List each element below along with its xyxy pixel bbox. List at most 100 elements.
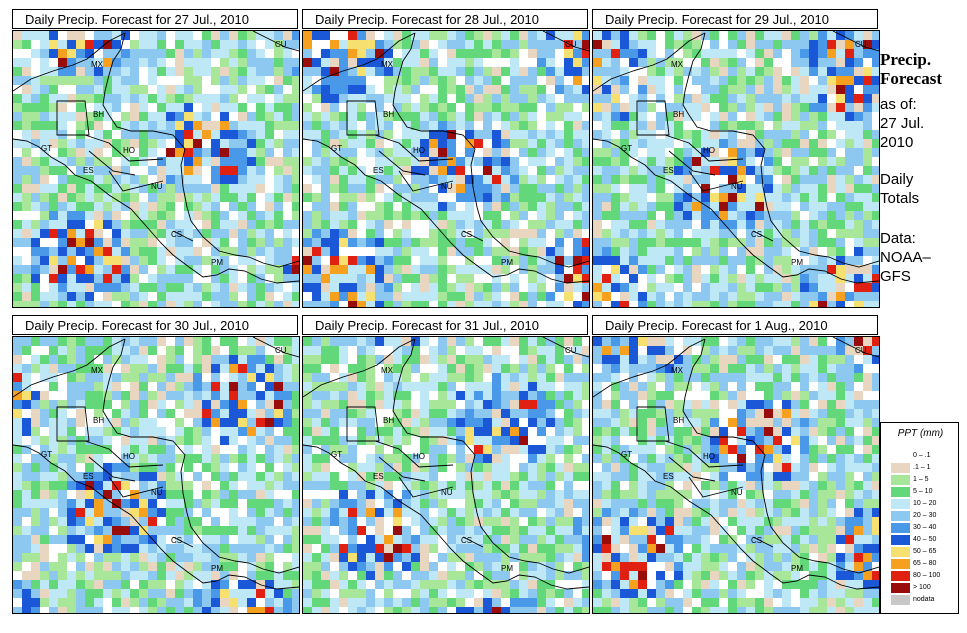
country-label: CU [855,346,867,355]
country-label: HO [123,146,135,155]
legend-swatch [891,487,910,497]
country-label: NU [151,488,163,497]
precip-map-svg: MX CU BH GT HO ES NU CS PM [593,337,879,613]
legend-label: 30 – 40 [913,524,937,531]
legend-swatch [891,583,910,593]
precip-map: MX CU BH GT HO ES NU CS PM [12,336,300,614]
country-label: PM [791,258,803,267]
daily-line: Daily [880,171,914,188]
legend-swatch [891,523,910,533]
country-label: ES [663,166,674,175]
side-title-line: Precip. [880,50,932,69]
country-label: MX [91,366,104,375]
legend-swatch [891,571,910,581]
country-label: MX [671,366,684,375]
legend-label: 20 – 30 [913,512,937,519]
legend-item: 0 – .1 [891,451,957,461]
as-of-line: 27 Jul. [880,115,925,132]
legend-swatch [891,499,910,509]
precip-map-svg: MX CU BH GT HO ES NU CS PM [303,337,589,613]
panel-title: Daily Precip. Forecast for 27 Jul., 2010 [12,9,298,29]
country-label: GT [331,450,342,459]
legend-item: 80 – 100 [891,571,957,581]
country-label: ES [83,166,94,175]
country-label: CU [565,40,577,49]
country-label: NU [731,182,743,191]
legend-item: 65 – 80 [891,559,957,569]
legend-item: nodata [891,595,957,605]
country-label: CU [565,346,577,355]
country-label: BH [673,110,684,119]
legend-item: 30 – 40 [891,523,957,533]
country-label: MX [381,60,394,69]
country-label: CU [855,40,867,49]
precip-map-svg: MX CU BH GT HO ES NU CS PM [13,337,299,613]
legend-swatch [891,535,910,545]
country-label: GT [41,144,52,153]
country-label: MX [91,60,104,69]
country-label: ES [373,166,384,175]
legend-swatch [891,559,910,569]
daily-totals-text: Daily Totals [880,170,919,208]
legend-item: > 100 [891,583,957,593]
as-of-line: as of: [880,96,917,113]
legend-item: 50 – 65 [891,547,957,557]
country-label: NU [441,182,453,191]
country-label: HO [413,452,425,461]
precip-map: MX CU BH GT HO ES NU CS PM [12,30,300,308]
legend-label: nodata [913,596,935,603]
country-label: HO [123,452,135,461]
country-label: CU [275,346,287,355]
legend-item: 1 – 5 [891,475,957,485]
country-label: GT [331,144,342,153]
country-label: CS [171,536,182,545]
precip-map: MX CU BH GT HO ES NU CS PM [302,336,590,614]
panel-title: Daily Precip. Forecast for 29 Jul., 2010 [592,9,878,29]
legend-label: 1 – 5 [913,476,929,483]
country-label: BH [93,416,104,425]
country-label: PM [791,564,803,573]
country-label: GT [41,450,52,459]
side-title: Precip. Forecast [880,50,942,88]
country-label: GT [621,450,632,459]
country-label: MX [381,366,394,375]
country-label: CS [751,230,762,239]
country-label: ES [373,472,384,481]
country-label: HO [703,452,715,461]
country-label: CU [275,40,287,49]
country-label: BH [93,110,104,119]
legend-swatch [891,595,910,605]
legend-label: 40 – 50 [913,536,937,543]
country-label: CS [171,230,182,239]
legend-swatch [891,511,910,521]
data-line: NOAA– [880,249,931,266]
legend-swatch [891,475,910,485]
panel-title: Daily Precip. Forecast for 31 Jul., 2010 [302,315,588,335]
legend-item: 20 – 30 [891,511,957,521]
legend-label: 65 – 80 [913,560,937,567]
data-line: GFS [880,268,911,285]
legend-swatch [891,463,910,473]
legend-swatch [891,547,910,557]
country-label: CS [461,230,472,239]
as-of-text: as of: 27 Jul. 2010 [880,95,924,152]
country-label: BH [383,416,394,425]
country-label: CS [751,536,762,545]
precip-map: MX CU BH GT HO ES NU CS PM [592,30,880,308]
country-label: NU [441,488,453,497]
country-label: CS [461,536,472,545]
legend-item: .1 – 1 [891,463,957,473]
legend-label: 10 – 20 [913,500,937,507]
as-of-line: 2010 [880,134,914,151]
legend-title: PPT (mm) [897,428,944,439]
legend-label: > 100 [913,584,931,591]
legend-item: 40 – 50 [891,535,957,545]
legend-label: 0 – .1 [913,452,931,459]
panel-title: Daily Precip. Forecast for 1 Aug., 2010 [592,315,878,335]
country-label: BH [383,110,394,119]
side-title-line: Forecast [880,69,942,88]
legend-item: 10 – 20 [891,499,957,509]
country-label: GT [621,144,632,153]
precip-map: MX CU BH GT HO ES NU CS PM [302,30,590,308]
legend: PPT (mm) 0 – .1 .1 – 1 1 – 5 5 – 10 10 – 20 2… [880,422,959,614]
